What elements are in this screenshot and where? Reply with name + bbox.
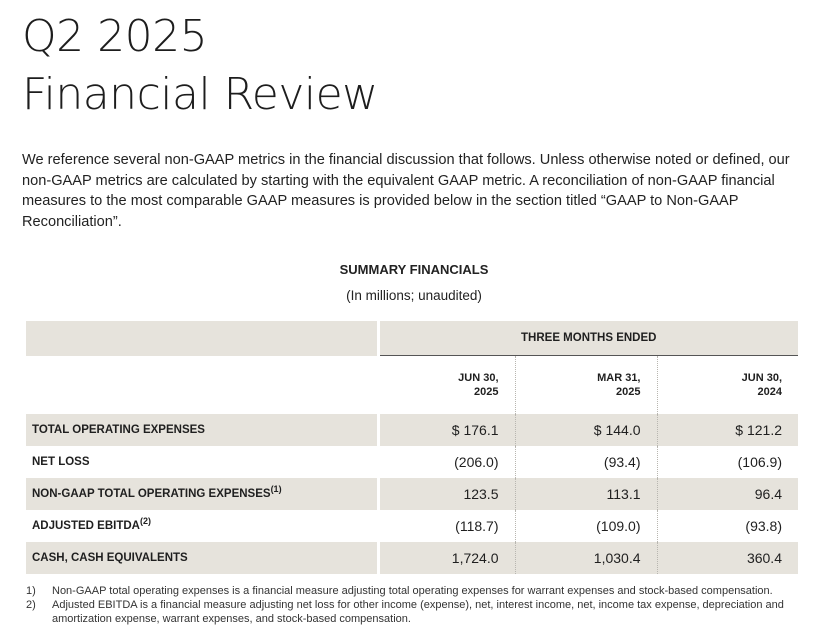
summary-heading: SUMMARY FINANCIALS [339,262,489,277]
column-year-line: 2024 [757,386,782,398]
dates-blank-cell [26,356,378,415]
footnote-ref: (2) [139,516,151,526]
column-date-line: JUN 30, [741,372,782,384]
summary-subheading: (In millions; unaudited) [346,288,482,303]
column-header-jun-2025: JUN 30, 2025 [378,355,516,414]
row-label: NET LOSS [32,456,90,468]
column-header-mar-2025: MAR 31, 2025 [515,355,658,414]
title-quarter: Q2 2025 [22,11,208,62]
cell-value: 96.4 [657,478,798,510]
cell-value: $ 144.0 [515,414,658,446]
footnote-text: Non-GAAP total operating expenses is a f… [52,585,773,597]
table-row: NET LOSS (206.0) (93.4) (106.9) [26,446,798,478]
column-year-line: 2025 [474,386,499,398]
footnote-number: 2) [26,599,36,611]
cell-value: 1,030.4 [515,542,658,574]
table-row: TOTAL OPERATING EXPENSES $ 176.1 $ 144.0… [26,414,798,446]
cell-value: $ 121.2 [657,414,798,446]
summary-financials-table: THREE MONTHS ENDED JUN 30, 2025 MAR 31, … [26,321,798,574]
footnote-ref: (1) [270,484,282,494]
cell-value: (206.0) [376,446,516,478]
cell-value: 123.5 [376,478,516,510]
cell-value: $ 176.1 [376,414,516,446]
column-header-jun-2024: JUN 30, 2024 [657,356,798,415]
table-row: CASH, CASH EQUIVALENTS 1,724.0 1,030.4 3… [26,542,798,574]
table-row: NON-GAAP TOTAL OPERATING EXPENSES(1) 123… [26,478,798,510]
row-label: TOTAL OPERATING EXPENSES [26,414,378,446]
footnotes: 1) Non-GAAP total operating expenses is … [26,584,806,626]
row-label: NON-GAAP TOTAL OPERATING EXPENSES(1) [26,478,378,510]
cell-value: 360.4 [657,542,798,574]
cell-value: (93.8) [745,518,782,534]
period-header: THREE MONTHS ENDED [376,321,798,356]
table-header-row: THREE MONTHS ENDED [26,321,798,356]
column-date-line: MAR 31, [597,372,641,384]
cell-value: 113.1 [515,478,658,510]
column-year-line: 2025 [616,386,641,398]
cell-value: 1,724.0 [376,542,516,574]
table-row: ADJUSTED EBITDA(2) (118.7) (109.0) (93.8… [26,510,798,542]
cell-value: (93.4) [515,446,658,478]
title-heading: Financial Review [22,69,378,120]
page-title: Q2 2025 Financial Review [22,8,378,124]
footnote-item: 2) Adjusted EBITDA is a financial measur… [26,598,806,626]
intro-paragraph: We reference several non-GAAP metrics in… [22,152,790,230]
column-dates-row: JUN 30, 2025 MAR 31, 2025 JUN 30, 2024 [26,355,798,415]
footnote-item: 1) Non-GAAP total operating expenses is … [26,584,806,598]
row-label: ADJUSTED EBITDA(2) [32,516,151,533]
cell-value: (109.0) [515,510,658,542]
row-label: CASH, CASH EQUIVALENTS [26,542,378,574]
header-blank-cell [26,321,378,356]
footnote-number: 1) [26,585,36,597]
cell-value: (118.7) [376,510,516,542]
column-date-line: JUN 30, [458,372,499,384]
cell-value: (106.9) [737,454,782,470]
footnote-text: Adjusted EBITDA is a financial measure a… [52,599,784,625]
